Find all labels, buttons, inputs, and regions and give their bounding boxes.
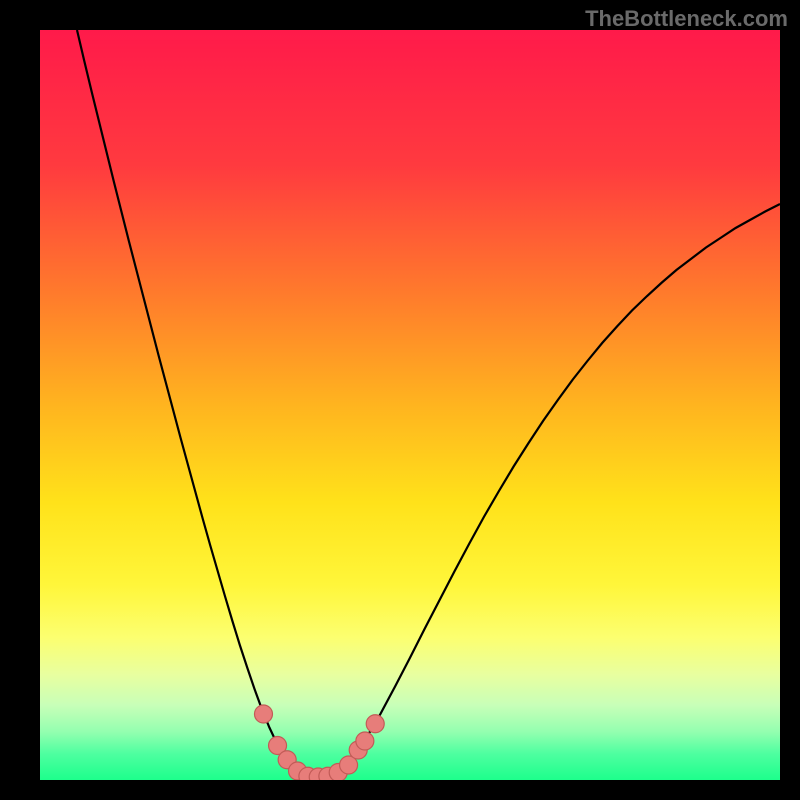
outer-frame: TheBottleneck.com xyxy=(0,0,800,800)
chart-svg xyxy=(40,30,780,780)
data-marker xyxy=(356,732,374,750)
data-marker xyxy=(254,705,272,723)
watermark-text: TheBottleneck.com xyxy=(585,6,788,32)
gradient-background xyxy=(40,30,780,780)
data-marker xyxy=(366,715,384,733)
plot-area xyxy=(40,30,780,780)
